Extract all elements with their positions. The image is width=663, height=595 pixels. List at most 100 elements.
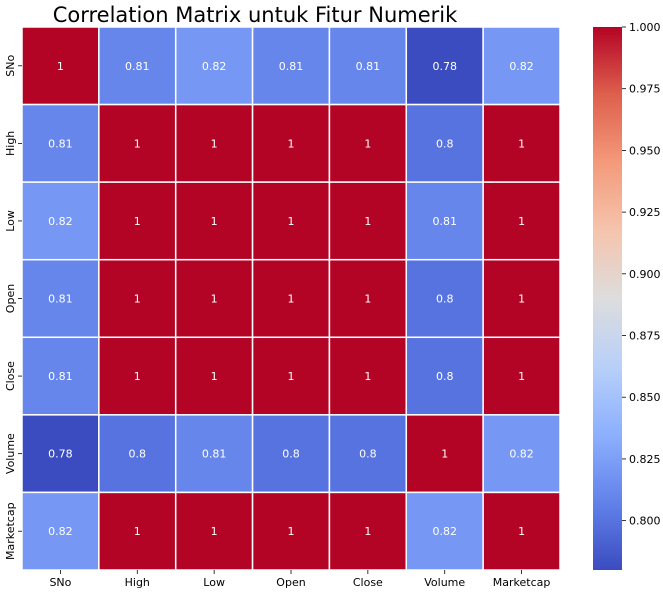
x-tick-label: Marketcap bbox=[493, 576, 551, 589]
cell-annotation: 1 bbox=[364, 525, 371, 538]
y-tick-label: Marketcap bbox=[4, 502, 17, 560]
cell-annotation: 0.81 bbox=[202, 448, 227, 461]
cell-annotation: 1 bbox=[288, 293, 295, 306]
cell-annotation: 0.8 bbox=[436, 293, 454, 306]
heatmap-cell bbox=[21, 336, 100, 416]
cell-annotation: 1 bbox=[364, 215, 371, 228]
heatmap-cell bbox=[482, 491, 561, 571]
y-tick-label: Close bbox=[4, 361, 17, 391]
cell-annotation: 1 bbox=[518, 525, 525, 538]
cell-annotation: 0.78 bbox=[48, 448, 73, 461]
colorbar-tick-label: 0.850 bbox=[629, 391, 661, 404]
x-tick-label: Open bbox=[276, 576, 305, 589]
cell-annotation: 1 bbox=[288, 137, 295, 150]
y-tick-label: SNo bbox=[4, 55, 17, 77]
cell-annotation: 0.82 bbox=[48, 215, 73, 228]
cell-annotation: 1 bbox=[288, 525, 295, 538]
cell-annotation: 0.82 bbox=[432, 525, 457, 538]
cell-annotation: 0.81 bbox=[48, 370, 73, 383]
y-tick-label: High bbox=[4, 131, 17, 156]
cell-annotation: 0.81 bbox=[279, 60, 304, 73]
cell-annotation: 1 bbox=[134, 525, 141, 538]
cell-annotation: 1 bbox=[288, 215, 295, 228]
cell-annotation: 0.81 bbox=[432, 215, 457, 228]
heatmap-cell bbox=[482, 103, 561, 183]
cell-annotation: 0.8 bbox=[436, 137, 454, 150]
heatmap-cell bbox=[98, 26, 177, 106]
heatmap-cell bbox=[482, 414, 561, 494]
heatmap-cell bbox=[328, 258, 408, 339]
heatmap-cell bbox=[251, 491, 331, 571]
colorbar-tick-label: 0.950 bbox=[629, 144, 661, 157]
cell-annotation: 1 bbox=[211, 215, 218, 228]
heatmap-cell bbox=[482, 258, 561, 339]
cell-annotation: 0.82 bbox=[509, 448, 534, 461]
heatmap-cell bbox=[174, 26, 254, 106]
x-tick-label: Close bbox=[353, 576, 383, 589]
heatmap-cell bbox=[98, 258, 177, 339]
cell-annotation: 0.82 bbox=[48, 525, 73, 538]
heatmap-cell bbox=[328, 103, 408, 183]
cell-annotation: 1 bbox=[211, 370, 218, 383]
cell-annotation: 0.81 bbox=[48, 137, 73, 150]
y-tick-label: Low bbox=[4, 210, 17, 232]
cell-annotation: 1 bbox=[134, 370, 141, 383]
y-tick-label: Open bbox=[4, 284, 17, 313]
colorbar-tick-label: 0.825 bbox=[629, 453, 661, 466]
heatmap-cell bbox=[21, 26, 100, 106]
cell-annotation: 1 bbox=[211, 293, 218, 306]
x-tick-label: Low bbox=[203, 576, 225, 589]
cell-annotation: 0.78 bbox=[432, 60, 457, 73]
heatmap-cell bbox=[98, 491, 177, 571]
heatmap-cell bbox=[174, 258, 254, 339]
colorbar-tick-label: 0.925 bbox=[629, 206, 661, 219]
cell-annotation: 0.8 bbox=[282, 448, 300, 461]
cell-annotation: 1 bbox=[57, 60, 64, 73]
heatmap-cell bbox=[21, 491, 100, 571]
cell-annotation: 1 bbox=[211, 525, 218, 538]
colorbar-tick-label: 1.000 bbox=[629, 21, 661, 34]
x-tick-label: High bbox=[125, 576, 150, 589]
cell-annotation: 0.8 bbox=[129, 448, 147, 461]
colorbar-tick-label: 0.800 bbox=[629, 515, 661, 528]
cell-annotation: 0.81 bbox=[356, 60, 381, 73]
cell-annotation: 1 bbox=[364, 137, 371, 150]
y-tick-label: Volume bbox=[4, 433, 17, 474]
x-tick-label: Volume bbox=[424, 576, 465, 589]
heatmap-cell bbox=[174, 103, 254, 183]
cell-annotation: 1 bbox=[518, 137, 525, 150]
heatmap-cell bbox=[98, 181, 177, 261]
cell-annotation: 1 bbox=[288, 370, 295, 383]
heatmap-cell bbox=[405, 414, 484, 494]
colorbar-tick-label: 0.975 bbox=[629, 83, 661, 96]
heatmap-cell bbox=[482, 336, 561, 416]
heatmap-cell bbox=[98, 103, 177, 183]
heatmap-cell bbox=[405, 103, 484, 183]
x-tick-label: SNo bbox=[49, 576, 71, 589]
heatmap-cell bbox=[251, 258, 331, 339]
cell-annotation: 1 bbox=[134, 293, 141, 306]
heatmap-cell bbox=[405, 491, 484, 571]
heatmap-cell bbox=[174, 491, 254, 571]
heatmap-cell bbox=[251, 414, 331, 494]
cell-annotation: 0.8 bbox=[436, 370, 454, 383]
cell-annotation: 1 bbox=[441, 448, 448, 461]
heatmap-cell bbox=[98, 336, 177, 416]
cell-annotation: 1 bbox=[134, 215, 141, 228]
cell-annotation: 1 bbox=[134, 137, 141, 150]
cell-annotation: 0.82 bbox=[509, 60, 534, 73]
cell-annotation: 1 bbox=[211, 137, 218, 150]
cell-annotation: 1 bbox=[364, 370, 371, 383]
cell-annotation: 0.8 bbox=[359, 448, 377, 461]
heatmap-cell bbox=[174, 336, 254, 416]
cell-annotation: 1 bbox=[364, 293, 371, 306]
heatmap-cell bbox=[174, 181, 254, 261]
heatmap-cell bbox=[328, 181, 408, 261]
colorbar-tick-label: 0.900 bbox=[629, 268, 661, 281]
chart-title: Correlation Matrix untuk Fitur Numerik bbox=[52, 3, 458, 27]
cell-annotation: 0.81 bbox=[125, 60, 150, 73]
cell-annotation: 1 bbox=[518, 215, 525, 228]
cell-annotation: 1 bbox=[518, 293, 525, 306]
